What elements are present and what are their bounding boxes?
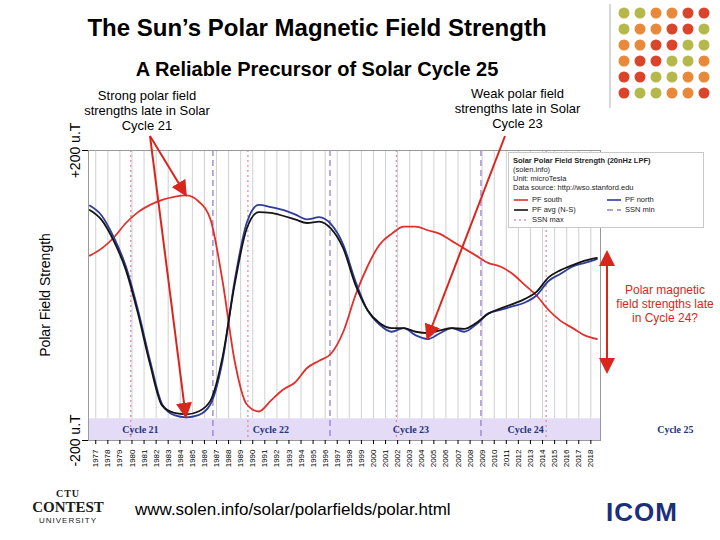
html-text:PF south: PF south [532, 195, 562, 204]
svg-text:1990: 1990 [248, 449, 257, 467]
svg-text:2004: 2004 [417, 449, 426, 467]
svg-text:2010: 2010 [490, 449, 499, 467]
svg-text:1992: 1992 [272, 449, 281, 467]
svg-text:Cycle 21: Cycle 21 [122, 424, 158, 435]
html-text:Weak polar field strengths lat: Weak polar field strengths late in Solar… [454, 86, 581, 131]
html-text:Strong polar field strengths l: Strong polar field strengths late in Sol… [84, 88, 210, 133]
html-text:SSN min: SSN min [625, 205, 655, 214]
svg-text:1977: 1977 [91, 449, 100, 467]
svg-text:Cycle 25: Cycle 25 [657, 424, 693, 435]
svg-text:1983: 1983 [164, 449, 173, 467]
html-text:PF north: PF north [625, 195, 654, 204]
svg-text:2014: 2014 [538, 449, 547, 467]
html-text:The Sun’s Polar Magnetic Field: The Sun’s Polar Magnetic Field Strength [87, 14, 547, 41]
svg-text:2018: 2018 [586, 449, 595, 467]
svg-text:-200 u.T: -200 u.T [67, 414, 83, 467]
html-text:UNIVERSITY: UNIVERSITY [39, 516, 97, 525]
svg-text:Cycle 22: Cycle 22 [253, 424, 289, 435]
svg-text:Cycle 23: Cycle 23 [393, 424, 429, 435]
svg-text:1987: 1987 [212, 449, 221, 467]
svg-text:2011: 2011 [502, 449, 511, 467]
svg-text:1989: 1989 [236, 449, 245, 467]
svg-text:1999: 1999 [357, 449, 366, 467]
svg-text:2017: 2017 [574, 449, 583, 467]
svg-text:2016: 2016 [562, 449, 571, 467]
svg-text:1996: 1996 [321, 449, 330, 467]
html-text:(solen.info): (solen.info) [513, 165, 551, 174]
html-text:PF avg (N-S): PF avg (N-S) [532, 205, 576, 214]
svg-text:+200 u.T: +200 u.T [67, 122, 83, 178]
svg-text:1985: 1985 [188, 449, 197, 467]
svg-text:2008: 2008 [466, 449, 475, 467]
svg-text:1978: 1978 [103, 449, 112, 467]
svg-text:1995: 1995 [309, 449, 318, 467]
svg-text:1988: 1988 [224, 449, 233, 467]
svg-text:1979: 1979 [115, 449, 124, 467]
html-text:Solar Polar Field Strength (20: Solar Polar Field Strength (20nHz LPF) [513, 156, 651, 165]
html-text:A Reliable Precursor of Solar: A Reliable Precursor of Solar Cycle 25 [135, 58, 499, 80]
svg-text:1997: 1997 [333, 449, 342, 467]
svg-text:2003: 2003 [405, 449, 414, 467]
html-text:Data source: http://wso.stanfo: Data source: http://wso.stanford.edu [513, 183, 634, 192]
svg-text:2015: 2015 [550, 449, 559, 467]
svg-text:1982: 1982 [152, 449, 161, 467]
svg-text:2001: 2001 [381, 449, 390, 467]
svg-text:1984: 1984 [176, 449, 185, 467]
svg-text:2009: 2009 [478, 449, 487, 467]
svg-text:2006: 2006 [441, 449, 450, 467]
svg-text:1991: 1991 [260, 449, 269, 467]
html-text:Unit: microTesla: Unit: microTesla [513, 174, 567, 183]
svg-text:1998: 1998 [345, 449, 354, 467]
svg-text:2012: 2012 [514, 449, 523, 467]
html-text:Polar Field Strength: Polar Field Strength [37, 233, 53, 357]
svg-text:1986: 1986 [200, 449, 209, 467]
svg-text:1994: 1994 [297, 449, 306, 467]
svg-text:Cycle 24: Cycle 24 [507, 424, 543, 435]
html-text:CTU: CTU [55, 488, 81, 499]
svg-text:2013: 2013 [526, 449, 535, 467]
svg-text:1993: 1993 [285, 449, 294, 467]
html-text:SSN max: SSN max [532, 215, 564, 224]
svg-text:1980: 1980 [128, 449, 137, 467]
svg-text:2002: 2002 [393, 449, 402, 467]
svg-text:1981: 1981 [140, 449, 149, 467]
html-text:Polar magnetic field strengths: Polar magnetic field strengths late in C… [616, 283, 714, 325]
html-text:CONTEST: CONTEST [32, 499, 104, 515]
html-text:www.solen.info/solar/polarfiel: www.solen.info/solar/polarfields/polar.h… [135, 500, 451, 519]
svg-text:2000: 2000 [369, 449, 378, 467]
svg-text:2005: 2005 [429, 449, 438, 467]
html-text:ICOM: ICOM [606, 497, 678, 527]
svg-text:2007: 2007 [454, 449, 463, 467]
